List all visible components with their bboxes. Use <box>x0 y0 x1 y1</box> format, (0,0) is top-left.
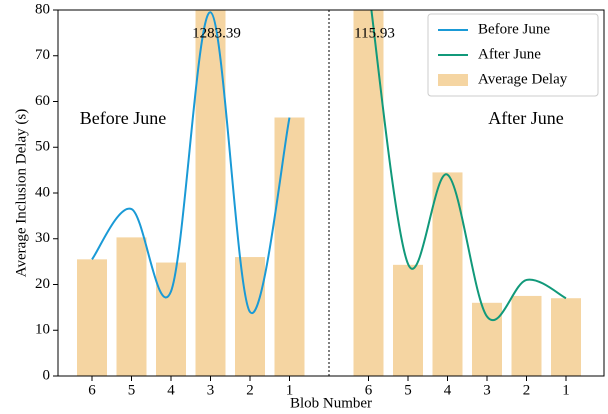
annotation: Before June <box>80 108 166 128</box>
y-tick-label: 60 <box>35 93 50 109</box>
y-tick-label: 10 <box>35 322 50 338</box>
plot-area <box>77 10 581 376</box>
y-tick-label: 70 <box>35 47 50 63</box>
bar <box>116 237 147 376</box>
annotation: After June <box>488 108 563 128</box>
y-tick-label: 20 <box>35 276 50 292</box>
line <box>91 11 291 315</box>
y-tick-label: 40 <box>35 184 50 200</box>
bar <box>511 295 542 376</box>
bar <box>195 10 226 376</box>
legend-label: Before June <box>478 21 550 37</box>
legend-box <box>427 13 599 97</box>
bar <box>235 257 265 376</box>
bar <box>432 172 463 376</box>
legend-label: After June <box>478 46 541 62</box>
y-tick-label: 80 <box>35 1 50 17</box>
x-tick-label: 1 <box>286 382 294 398</box>
bar <box>472 302 502 376</box>
x-axis-label: Blob Number <box>290 395 372 411</box>
y-tick-label: 0 <box>43 367 51 383</box>
value-label: 115.93 <box>354 25 395 41</box>
x-tick-label: 4 <box>444 382 452 398</box>
bar <box>353 10 384 376</box>
y-axis-label: Average Inclusion Delay (s) <box>13 109 29 277</box>
x-tick-label: 6 <box>365 382 373 398</box>
x-tick-label: 6 <box>88 382 96 398</box>
legend-label: Average Delay <box>478 71 568 87</box>
bar <box>393 264 423 376</box>
x-tick-label: 5 <box>128 382 136 398</box>
bar <box>77 259 107 376</box>
y-tick-label: 50 <box>35 139 50 155</box>
bar <box>156 262 186 376</box>
x-tick-label: 3 <box>483 382 491 398</box>
x-tick-label: 3 <box>207 382 215 398</box>
x-tick-label: 2 <box>523 382 531 398</box>
x-tick-label: 1 <box>562 382 570 398</box>
x-tick-label: 5 <box>404 382 412 398</box>
line <box>370 10 567 321</box>
value-label: 1283.39 <box>192 25 241 41</box>
bar <box>551 298 581 376</box>
x-tick-label: 4 <box>167 382 175 398</box>
legend-swatch <box>438 74 468 86</box>
x-tick-label: 2 <box>246 382 254 398</box>
bar <box>274 117 305 376</box>
y-tick-label: 30 <box>35 230 50 246</box>
